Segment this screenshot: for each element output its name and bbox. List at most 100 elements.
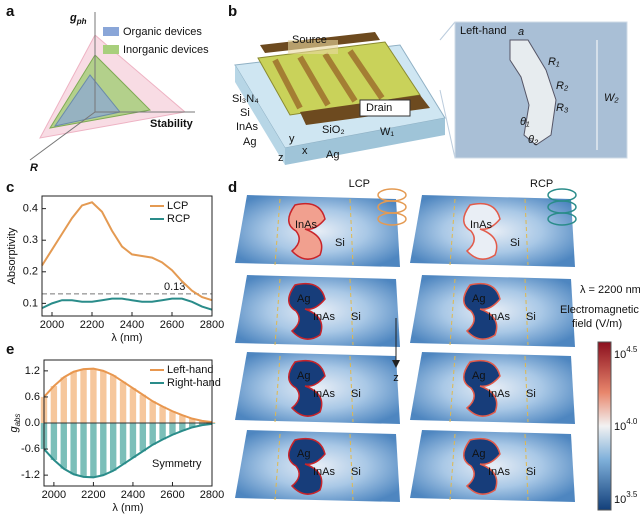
material-label: Si [526, 388, 536, 400]
y-tick-label: 1.2 [25, 365, 40, 377]
material-label: Ag [297, 448, 310, 460]
legend-label: Organic devices [123, 26, 202, 38]
stripe-bar [139, 423, 147, 452]
nanostructure [288, 202, 326, 260]
nanostructure [288, 359, 326, 417]
material-label: Ag [297, 370, 310, 382]
axis-label: R [30, 162, 38, 174]
axis-label: z [393, 372, 399, 384]
material-label: InAs [488, 311, 511, 323]
material-label: Ag [472, 370, 485, 382]
inset-title: Left-hand [460, 25, 506, 37]
stripe-bar [109, 375, 117, 423]
stripe-bar [50, 386, 58, 423]
colorbar [597, 341, 612, 511]
y-tick-label: 0.4 [23, 203, 38, 215]
material-label: Si [510, 237, 520, 249]
stripe-bar [159, 406, 166, 423]
stripe-bar [50, 423, 58, 460]
x-tick-label: 2000 [40, 319, 64, 331]
legend-label: Left-hand [167, 364, 213, 376]
stripe-bar [129, 388, 137, 423]
y-tick-label: -0.6 [21, 443, 40, 455]
inset-label: θ₁ [520, 116, 530, 128]
stripe-bar [169, 411, 176, 423]
nanostructure [463, 282, 501, 340]
y-tick-label: -1.2 [21, 469, 40, 481]
panel-label: b [228, 3, 237, 20]
y-tick-label: 0.6 [25, 391, 40, 403]
schematic-label: Si₃N₄ [232, 93, 259, 105]
stripe-bar [90, 368, 97, 423]
inset-label: R₃ [556, 102, 569, 114]
x-tick-label: 2000 [42, 489, 66, 501]
label-sub: abs [13, 413, 22, 426]
legend-label: Right-hand [167, 377, 221, 389]
material-label: Si [351, 311, 361, 323]
material-label: Si [351, 466, 361, 478]
label-sub: ph [76, 17, 87, 26]
nanostructure [463, 359, 501, 417]
material-label: InAs [313, 466, 336, 478]
material-label: Ag [472, 448, 485, 460]
colorbar-title: field (V/m) [572, 318, 622, 330]
panel-label: c [6, 179, 14, 196]
stripe-bar [198, 420, 206, 423]
material-label: InAs [488, 466, 511, 478]
x-tick-label: 2800 [200, 319, 224, 331]
label-base: 10 [614, 494, 626, 506]
material-label: Ag [472, 293, 485, 305]
inset-label: R₁ [548, 56, 560, 68]
stripe-bar [119, 423, 127, 465]
stripe-bar [60, 377, 67, 423]
series-line [41, 297, 213, 311]
nanostructure [288, 437, 326, 495]
material-label: Ag [297, 293, 310, 305]
x-axis-label: λ (nm) [111, 332, 142, 344]
stripe-bar [179, 423, 186, 431]
x-tick-label: 2800 [200, 489, 224, 501]
label-sup: 4.0 [626, 417, 638, 426]
material-label: InAs [488, 388, 511, 400]
x-tick-label: 2400 [121, 489, 145, 501]
stripe-bar [149, 401, 156, 423]
legend-label: LCP [167, 200, 188, 212]
label: gph [69, 12, 87, 26]
label-base: g [8, 426, 20, 433]
series-line [41, 201, 213, 302]
stripe-bar [100, 370, 107, 423]
label-base: g [69, 12, 77, 24]
stripe-bar [70, 371, 77, 423]
series-line [43, 422, 213, 479]
stripe-bar [139, 394, 147, 423]
nanostructure [463, 437, 501, 495]
stripe-bar [109, 423, 117, 471]
stripe-bar [189, 423, 196, 428]
nanostructure [288, 282, 326, 340]
wavelength: λ = 2200 nm [580, 284, 640, 296]
schematic-label: W₁ [380, 126, 394, 138]
x-tick-label: 2400 [120, 319, 144, 331]
schematic-label: y [289, 133, 295, 145]
material-label: Si [526, 466, 536, 478]
stripe-bar [198, 423, 206, 426]
plot-frame [41, 195, 213, 317]
y-tick-label: 0.2 [23, 266, 38, 278]
stripe-bar [80, 423, 87, 477]
stripe-bar [189, 418, 196, 423]
schematic-label: z [278, 152, 284, 164]
device-schematic [234, 21, 628, 165]
material-label: Si [526, 311, 536, 323]
material-label: InAs [313, 311, 336, 323]
panel-label: e [6, 341, 14, 358]
series-line [43, 367, 213, 424]
label: gabs [8, 413, 22, 432]
y-tick-label: 0.3 [23, 234, 38, 246]
schematic-label: Source [292, 34, 327, 46]
stripe-bar [80, 369, 87, 423]
schematic-label: Drain [366, 102, 392, 114]
x-tick-label: 2600 [160, 489, 184, 501]
stripe-bar [169, 423, 176, 435]
stripe-bar [90, 423, 97, 478]
stripe-bar [119, 381, 127, 423]
